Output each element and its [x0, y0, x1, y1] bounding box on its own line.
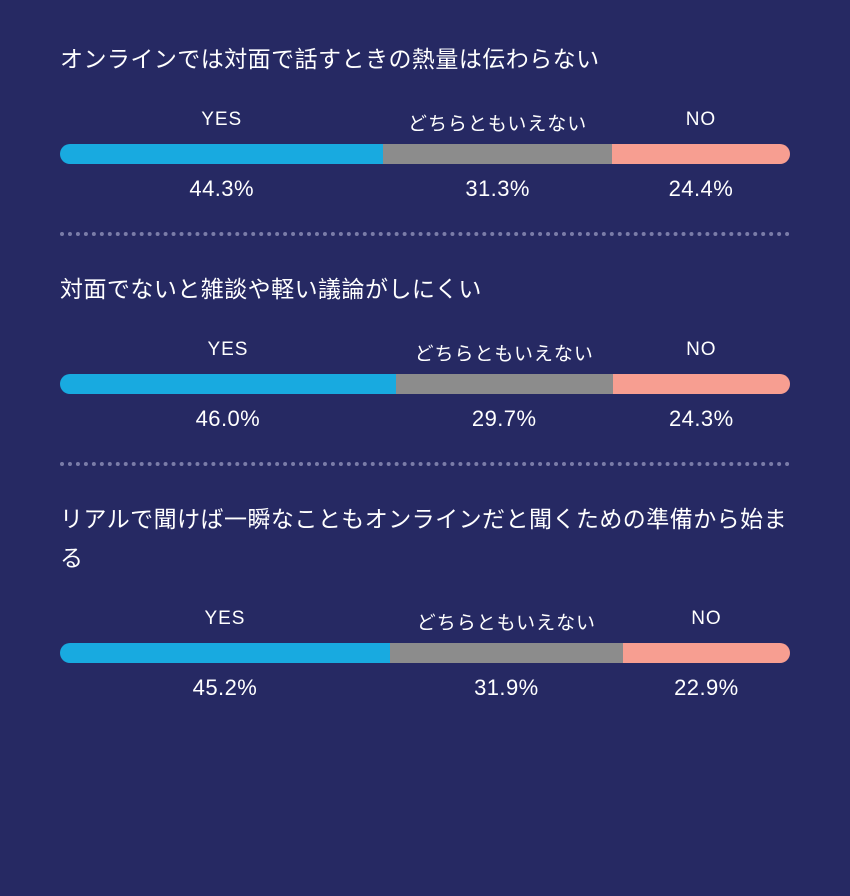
segment-label: NO	[613, 339, 790, 366]
divider	[60, 462, 790, 466]
segment-label: どちらともいえない	[383, 109, 611, 136]
bar-segment	[60, 374, 396, 394]
labels-row: YESどちらともいえないNO	[60, 339, 790, 366]
bar-segment	[613, 374, 790, 394]
values-row: 45.2%31.9%22.9%	[60, 675, 790, 701]
bar-segment	[623, 643, 790, 663]
question-block: リアルで聞けば一瞬なこともオンラインだと聞くための準備から始まる YESどちらとも…	[60, 500, 790, 701]
segment-value: 24.4%	[612, 176, 790, 202]
bar-segment	[390, 643, 623, 663]
segment-value: 44.3%	[60, 176, 383, 202]
bar-row	[60, 643, 790, 663]
segment-value: 22.9%	[623, 675, 790, 701]
bar-segment	[60, 144, 383, 164]
segment-label: YES	[60, 608, 390, 635]
values-row: 44.3%31.3%24.4%	[60, 176, 790, 202]
question-title: オンラインでは対面で話すときの熱量は伝わらない	[60, 40, 790, 79]
segment-label: YES	[60, 339, 396, 366]
bar-segment	[383, 144, 611, 164]
segment-value: 46.0%	[60, 406, 396, 432]
labels-row: YESどちらともいえないNO	[60, 608, 790, 635]
divider	[60, 232, 790, 236]
segment-value: 24.3%	[613, 406, 790, 432]
segment-label: どちらともいえない	[390, 608, 623, 635]
question-title: リアルで聞けば一瞬なこともオンラインだと聞くための準備から始まる	[60, 500, 790, 578]
values-row: 46.0%29.7%24.3%	[60, 406, 790, 432]
bar-row	[60, 144, 790, 164]
question-title: 対面でないと雑談や軽い議論がしにくい	[60, 270, 790, 309]
bar-segment	[612, 144, 790, 164]
segment-value: 31.3%	[383, 176, 611, 202]
segment-label: どちらともいえない	[396, 339, 613, 366]
question-block: オンラインでは対面で話すときの熱量は伝わらない YESどちらともいえないNO 44.…	[60, 40, 790, 202]
bar-segment	[60, 643, 390, 663]
bar-row	[60, 374, 790, 394]
bar-segment	[396, 374, 613, 394]
labels-row: YESどちらともいえないNO	[60, 109, 790, 136]
segment-value: 29.7%	[396, 406, 613, 432]
segment-value: 45.2%	[60, 675, 390, 701]
segment-value: 31.9%	[390, 675, 623, 701]
question-block: 対面でないと雑談や軽い議論がしにくい YESどちらともいえないNO 46.0%29.…	[60, 270, 790, 432]
segment-label: YES	[60, 109, 383, 136]
segment-label: NO	[623, 608, 790, 635]
segment-label: NO	[612, 109, 790, 136]
survey-chart-container: オンラインでは対面で話すときの熱量は伝わらないYESどちらともいえないNO44.…	[60, 40, 790, 701]
